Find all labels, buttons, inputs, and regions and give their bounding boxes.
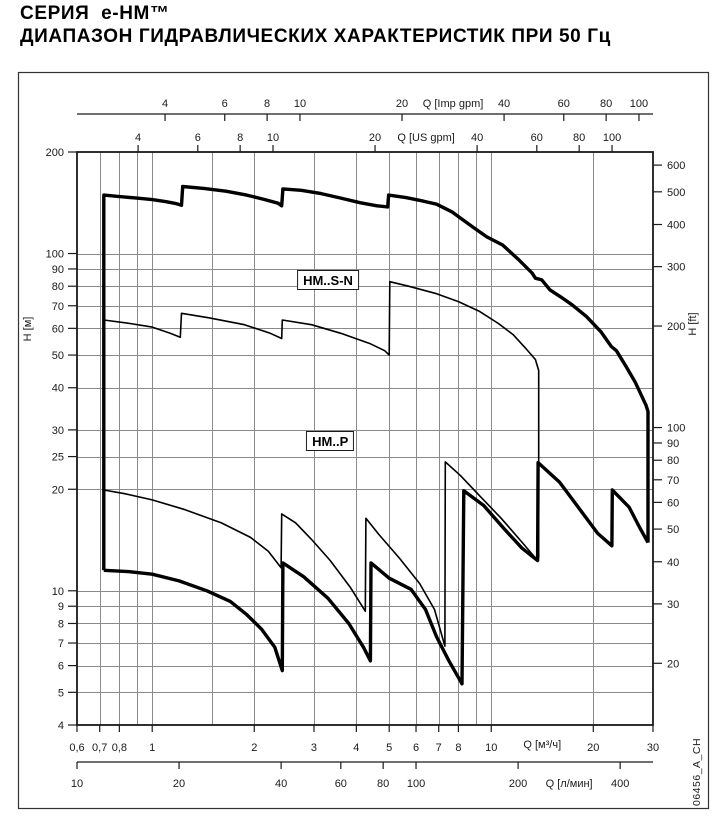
svg-text:25: 25 — [52, 452, 64, 464]
svg-text:6: 6 — [195, 132, 201, 144]
svg-text:4: 4 — [135, 132, 141, 144]
svg-text:3: 3 — [311, 742, 317, 754]
svg-text:600: 600 — [667, 160, 685, 172]
svg-text:80: 80 — [52, 281, 64, 293]
svg-text:4: 4 — [162, 98, 168, 110]
svg-text:40: 40 — [498, 98, 510, 110]
svg-text:40: 40 — [52, 383, 64, 395]
plot-border — [76, 151, 654, 726]
svg-text:20: 20 — [369, 132, 381, 144]
svg-text:90: 90 — [52, 264, 64, 276]
svg-text:8: 8 — [58, 618, 64, 630]
svg-text:40: 40 — [471, 132, 483, 144]
svg-text:10: 10 — [294, 98, 306, 110]
svg-text:5: 5 — [58, 687, 64, 699]
svg-text:100: 100 — [667, 423, 685, 435]
svg-text:Q [м³/ч]: Q [м³/ч] — [523, 739, 561, 751]
svg-text:400: 400 — [611, 778, 629, 790]
svg-text:100: 100 — [46, 249, 64, 261]
svg-text:80: 80 — [573, 132, 585, 144]
svg-text:30: 30 — [647, 742, 659, 754]
svg-text:10: 10 — [485, 742, 497, 754]
svg-text:Q [US gpm]: Q [US gpm] — [397, 132, 454, 144]
svg-text:0,8: 0,8 — [112, 742, 127, 754]
svg-text:80: 80 — [600, 98, 612, 110]
svg-text:300: 300 — [667, 262, 685, 274]
series-title: СЕРИЯ e-HM™ — [20, 3, 170, 24]
chart-frame-border — [17, 71, 710, 810]
axis-h-m: 4 5 6 7 8 9 10 20 25 30 40 50 60 70 80 90 100 200 H [м] — [22, 147, 77, 732]
svg-text:20: 20 — [173, 778, 185, 790]
svg-text:100: 100 — [603, 132, 621, 144]
svg-text:70: 70 — [667, 475, 679, 487]
svg-text:0,7: 0,7 — [92, 742, 107, 754]
svg-text:50: 50 — [667, 524, 679, 536]
svg-text:400: 400 — [667, 219, 685, 231]
svg-text:1: 1 — [149, 742, 155, 754]
curve-combined-envelope-left-top-right — [102, 184, 650, 571]
svg-text:70: 70 — [52, 301, 64, 313]
svg-text:200: 200 — [46, 147, 64, 159]
svg-text:90: 90 — [667, 438, 679, 450]
svg-text:500: 500 — [667, 187, 685, 199]
svg-text:8: 8 — [264, 98, 270, 110]
svg-text:60: 60 — [667, 497, 679, 509]
axis-q-us-gpm: 4 6 8 10 20 40 60 80 100 Q [US gpm] — [135, 132, 621, 152]
svg-text:200: 200 — [667, 321, 685, 333]
svg-text:Q [л/мин]: Q [л/мин] — [546, 778, 593, 790]
svg-text:100: 100 — [630, 98, 648, 110]
label-hm-s-n: HM..S-N — [297, 269, 359, 290]
axis-q-lmin: 10 20 40 60 80 100 200 400 Q [л/мин] — [71, 761, 653, 790]
axis-q-m3h: 0,6 0,7 0,8 1 2 3 4 5 6 7 8 10 20 30 Q [м³/ч] — [69, 725, 659, 754]
svg-text:6: 6 — [222, 98, 228, 110]
svg-text:80: 80 — [667, 455, 679, 467]
curve-hm-p-upper-boundary — [103, 461, 539, 647]
svg-text:2: 2 — [251, 742, 257, 754]
svg-text:6: 6 — [58, 661, 64, 673]
svg-text:30: 30 — [52, 425, 64, 437]
svg-text:10: 10 — [71, 778, 83, 790]
drawing-code: 06456_A_CH — [691, 737, 703, 806]
svg-text:60: 60 — [531, 132, 543, 144]
svg-text:5: 5 — [386, 742, 392, 754]
svg-text:40: 40 — [275, 778, 287, 790]
axis-h-ft: 20 30 40 50 60 70 80 90 100 200 300 400 500 600 H [ft] — [653, 160, 699, 670]
chart-title: ДИАПАЗОН ГИДРАВЛИЧЕСКИХ ХАРАКТЕРИСТИК ПР… — [20, 26, 611, 47]
svg-text:H [ft]: H [ft] — [687, 312, 699, 335]
svg-text:100: 100 — [407, 778, 425, 790]
svg-text:50: 50 — [52, 350, 64, 362]
svg-text:0,6: 0,6 — [69, 742, 84, 754]
svg-text:H [м]: H [м] — [22, 317, 34, 342]
range-curves — [102, 184, 650, 686]
svg-text:10: 10 — [52, 586, 64, 598]
svg-text:80: 80 — [377, 778, 389, 790]
svg-text:7: 7 — [436, 742, 442, 754]
svg-text:20: 20 — [587, 742, 599, 754]
label-hm-p: HM..P — [306, 431, 355, 452]
svg-text:200: 200 — [509, 778, 527, 790]
svg-text:40: 40 — [667, 557, 679, 569]
svg-text:60: 60 — [52, 323, 64, 335]
svg-text:7: 7 — [58, 638, 64, 650]
svg-text:8: 8 — [237, 132, 243, 144]
svg-text:60: 60 — [335, 778, 347, 790]
svg-text:20: 20 — [667, 658, 679, 670]
svg-text:10: 10 — [267, 132, 279, 144]
svg-text:60: 60 — [558, 98, 570, 110]
gridlines — [77, 152, 653, 725]
svg-text:4: 4 — [353, 742, 359, 754]
svg-text:20: 20 — [396, 98, 408, 110]
svg-text:4: 4 — [58, 720, 64, 732]
svg-text:20: 20 — [52, 484, 64, 496]
svg-text:Q [Imp gpm]: Q [Imp gpm] — [423, 98, 484, 110]
svg-text:8: 8 — [455, 742, 461, 754]
curve-combined-envelope-bottom — [103, 460, 650, 686]
axis-q-imp-gpm: 4 6 8 10 20 40 60 80 100 Q [Imp gpm] — [77, 98, 653, 121]
svg-text:6: 6 — [413, 742, 419, 754]
svg-text:30: 30 — [667, 599, 679, 611]
curve-hm-s-n-lower-boundary — [103, 280, 540, 559]
svg-text:9: 9 — [58, 601, 64, 613]
